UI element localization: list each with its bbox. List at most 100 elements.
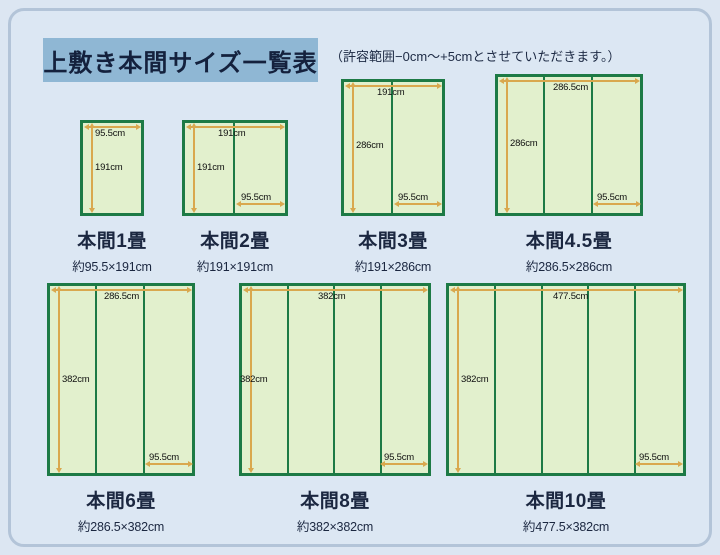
arrow-right-icon [136,123,141,130]
mat-figure-2jo [182,120,288,216]
caption-name: 本間6畳 [86,491,156,512]
mat-figure-10jo [446,283,686,476]
mat-panel [543,286,590,473]
caption-4_5jo: 本間4.5畳 約286.5×286cm [509,226,629,275]
caption-6jo: 本間6畳 約286.5×382cm [61,486,181,535]
dimension-line-width [452,289,680,291]
dimension-line-panel [637,463,680,465]
dimension-line-width [501,80,637,82]
arrow-left-icon [380,460,385,467]
dimension-label-height: 382cm [240,374,268,385]
dimension-label-height: 286cm [356,140,384,151]
dimension-line-width [53,289,189,291]
dimension-line-width [245,289,425,291]
mat-panel [589,286,637,473]
dimension-line-panel [382,463,425,465]
arrow-up-icon [55,286,62,291]
caption-name: 本間3畳 [358,231,428,252]
caption-dims: 約477.5×382cm [522,520,610,534]
mat-panel [242,286,289,473]
dimension-line-height [91,126,93,210]
dimension-label-width: 286.5cm [553,82,589,93]
dimension-line-panel [396,203,439,205]
caption-dims: 約286.5×382cm [77,520,165,534]
caption-dims: 約191×191cm [196,260,274,274]
mat-panel [335,286,382,473]
dimension-line-height [506,80,508,210]
mat-panel [289,286,335,473]
arrow-right-icon [280,200,285,207]
dimension-label-height: 191cm [95,162,123,173]
dimension-label-width: 191cm [377,87,405,98]
arrow-right-icon [188,460,193,467]
dimension-line-height [250,289,252,470]
mat-figure-6jo [47,283,195,476]
dimension-label-width: 477.5cm [553,291,589,302]
mat-figure-8jo [239,283,431,476]
mat-panel [545,77,593,213]
title-banner: 上敷き本間サイズ一覧表 [43,38,318,82]
arrow-left-icon [394,200,399,207]
dimension-label-width: 286.5cm [104,291,140,302]
arrow-left-icon [593,200,598,207]
arrow-right-icon [187,286,192,293]
caption-2jo: 本間2畳 約191×191cm [175,226,295,275]
arrow-down-icon [503,208,510,213]
caption-1jo: 本間1畳 約95.5×191cm [52,226,172,275]
dimension-label-panel: 95.5cm [241,192,271,203]
arrow-right-icon [678,460,683,467]
mat-panel [145,286,192,473]
arrow-right-icon [280,123,285,130]
arrow-left-icon [243,286,248,293]
mat-panel [449,286,496,473]
arrow-up-icon [190,123,197,128]
dimension-label-panel: 95.5cm [597,192,627,203]
dimension-label-height: 382cm [461,374,489,385]
arrow-left-icon [345,82,350,89]
caption-dims: 約191×286cm [354,260,432,274]
arrow-up-icon [88,123,95,128]
arrow-right-icon [437,82,442,89]
arrow-left-icon [236,200,241,207]
dimension-line-height [193,126,195,210]
arrow-left-icon [84,123,89,130]
caption-name: 本間8畳 [300,491,370,512]
mat-figure-3jo [341,79,445,216]
arrow-down-icon [190,208,197,213]
mat-panel [97,286,145,473]
mat-panel [496,286,543,473]
caption-name: 本間10畳 [525,491,607,512]
dimension-label-width: 382cm [318,291,346,302]
dimension-label-width: 95.5cm [95,128,125,139]
mat-panel [498,77,546,213]
caption-dims: 約95.5×191cm [72,260,152,274]
arrow-right-icon [636,200,641,207]
dimension-line-width [188,126,282,128]
arrow-up-icon [503,77,510,82]
arrow-down-icon [55,468,62,473]
mat-panel [185,123,235,213]
arrow-down-icon [349,208,356,213]
dimension-label-height: 382cm [62,374,90,385]
caption-name: 本間2畳 [200,231,270,252]
caption-dims: 約382×382cm [296,520,374,534]
caption-name: 本間4.5畳 [525,231,613,252]
dimension-line-height [58,289,60,470]
dimension-line-width [86,126,138,128]
arrow-down-icon [88,208,95,213]
arrow-down-icon [454,468,461,473]
dimension-label-panel: 95.5cm [149,452,179,463]
arrow-left-icon [450,286,455,293]
arrow-right-icon [678,286,683,293]
caption-3jo: 本間3畳 約191×286cm [333,226,453,275]
arrow-right-icon [437,200,442,207]
caption-dims: 約286.5×286cm [525,260,613,274]
arrow-up-icon [349,82,356,87]
dimension-line-panel [238,203,282,205]
dimension-label-height: 191cm [197,162,225,173]
mat-panel [636,286,683,473]
arrow-left-icon [51,286,56,293]
caption-8jo: 本間8畳 約382×382cm [275,486,395,535]
dimension-label-height: 286cm [510,138,538,149]
caption-name: 本間1畳 [77,231,147,252]
